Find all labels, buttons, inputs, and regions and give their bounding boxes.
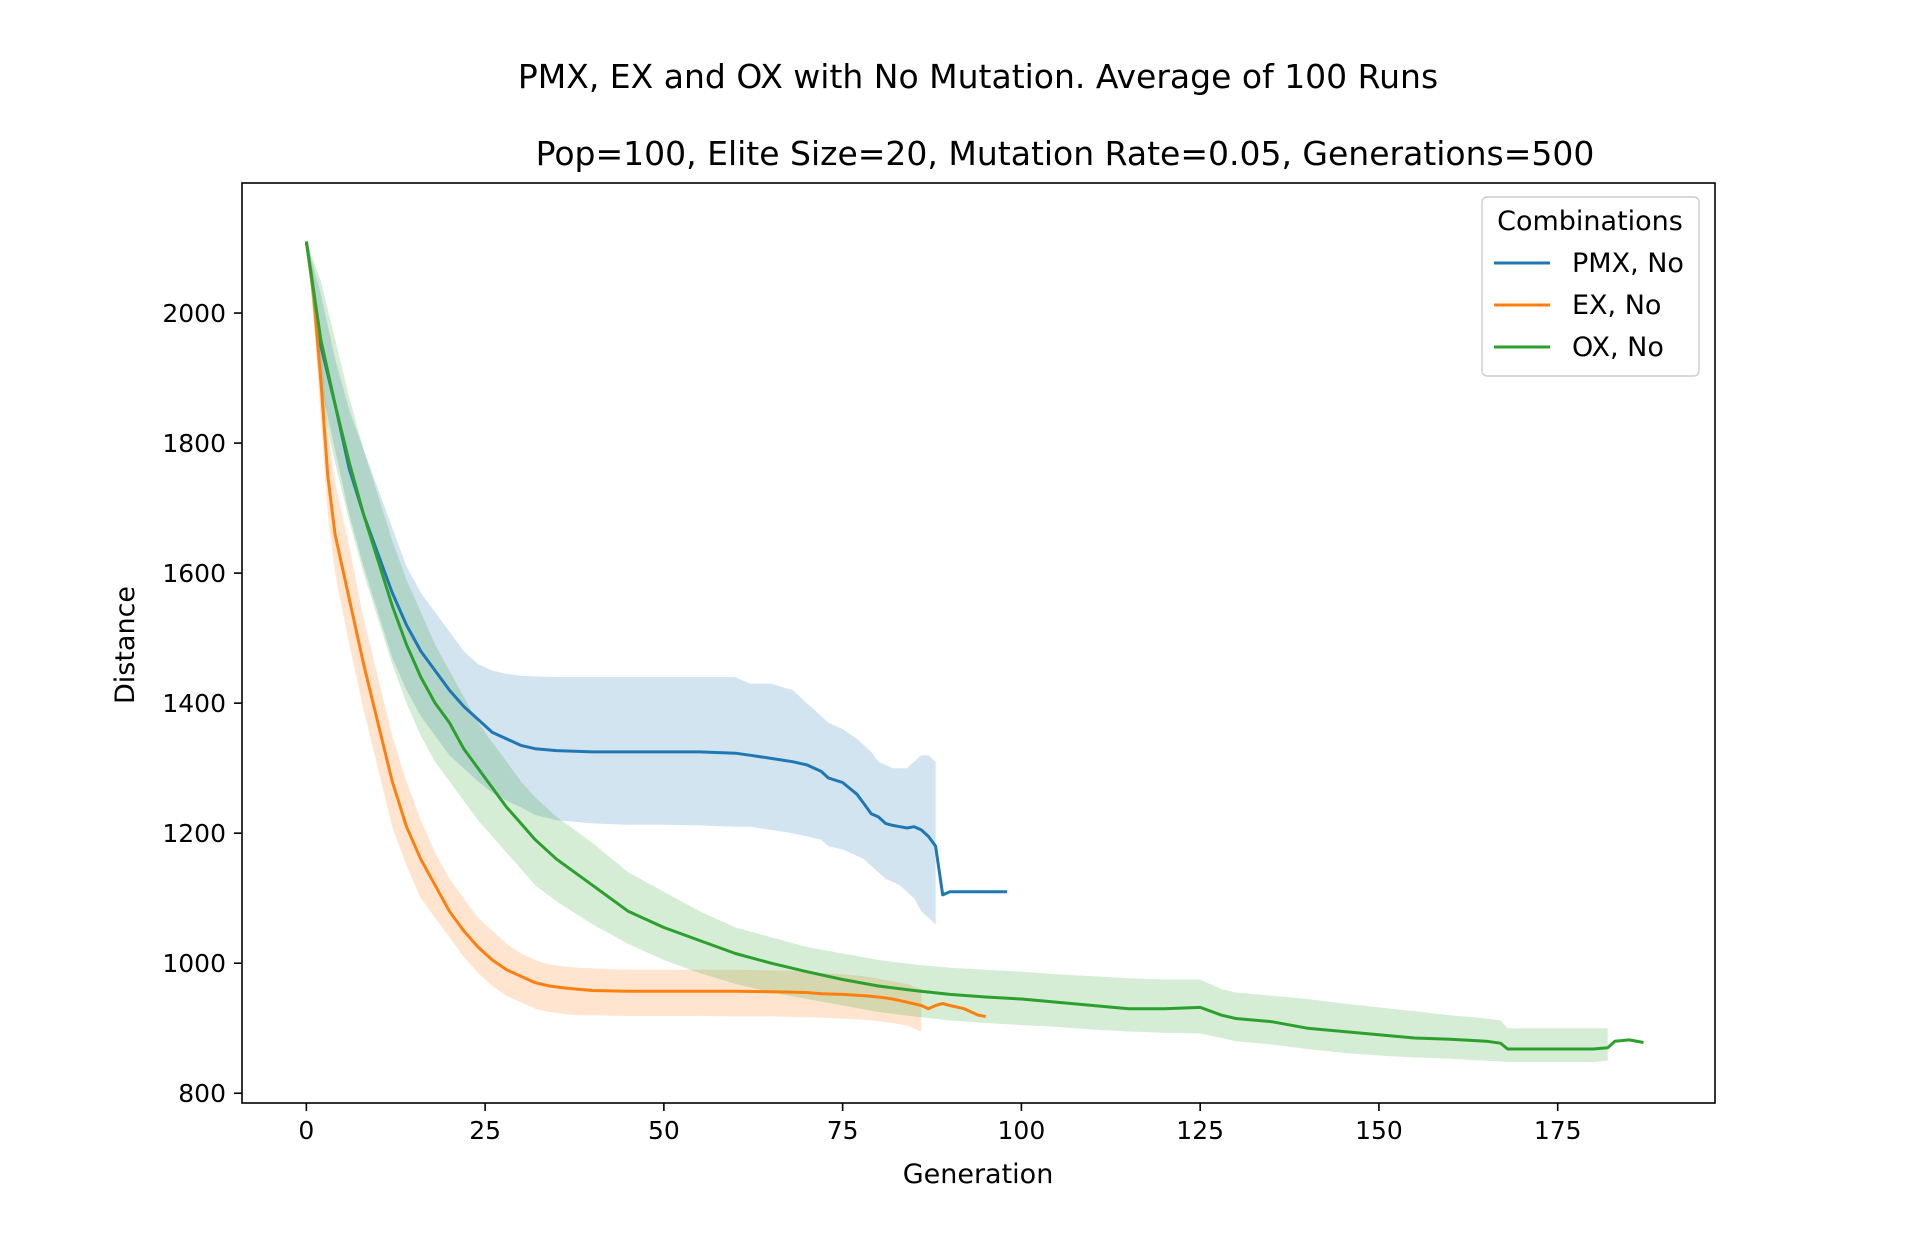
plot-area-frame — [241, 182, 1716, 1104]
y-tick-label: 800 — [178, 1079, 226, 1108]
x-tick-label: 125 — [1176, 1116, 1224, 1145]
legend-box — [1481, 196, 1700, 377]
band-ox-no — [306, 241, 1608, 1062]
y-tick-label: 1800 — [162, 429, 226, 458]
x-tick-label: 100 — [998, 1116, 1046, 1145]
y-axis: 800 1000 1200 1400 1600 1800 2000 — [162, 299, 242, 1108]
x-tick-label: 75 — [827, 1116, 859, 1145]
series-lines — [304, 241, 1644, 1051]
legend-label-pmx-no: PMX, No — [1572, 248, 1684, 279]
x-tick-label: 25 — [469, 1116, 501, 1145]
x-tick-label: 150 — [1355, 1116, 1403, 1145]
y-tick-label: 2000 — [162, 299, 226, 328]
band-pmx-no — [306, 241, 936, 925]
y-axis-label: Distance — [110, 586, 141, 704]
legend-label-ex-no: EX, No — [1572, 290, 1661, 321]
line-ox-no — [304, 241, 1644, 1051]
confidence-bands — [306, 241, 1608, 1062]
line-ex-no — [304, 241, 986, 1018]
line-pmx-no — [304, 241, 1008, 897]
legend: Combinations PMX, No EX, No OX, No — [1481, 196, 1700, 377]
y-tick-label: 1400 — [162, 689, 226, 718]
x-axis: 0 25 50 75 100 125 150 175 — [298, 1103, 1582, 1145]
x-tick-label: 175 — [1534, 1116, 1582, 1145]
x-tick-label: 0 — [298, 1116, 314, 1145]
y-tick-label: 1600 — [162, 559, 226, 588]
y-tick-label: 1200 — [162, 819, 226, 848]
legend-label-ox-no: OX, No — [1572, 332, 1664, 363]
x-axis-label: Generation — [903, 1159, 1054, 1190]
chart-subtitle: Pop=100, Elite Size=20, Mutation Rate=0.… — [536, 134, 1595, 173]
x-tick-label: 50 — [648, 1116, 680, 1145]
chart-title: PMX, EX and OX with No Mutation. Average… — [518, 57, 1438, 96]
legend-title: Combinations — [1497, 206, 1683, 237]
y-tick-label: 1000 — [162, 949, 226, 978]
